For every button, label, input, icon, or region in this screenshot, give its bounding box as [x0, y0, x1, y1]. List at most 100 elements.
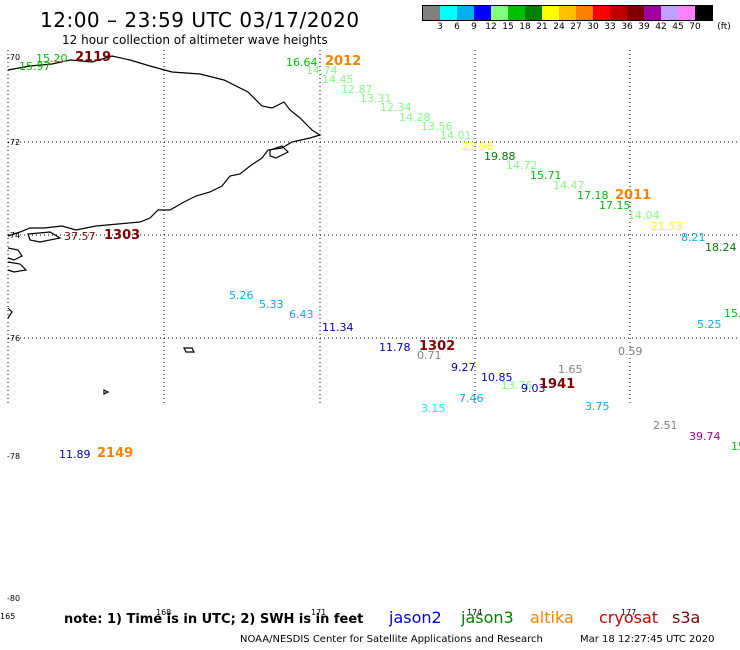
- wave-height-value: 23.96: [462, 140, 494, 153]
- satellite-legend-altika: altika: [530, 608, 574, 627]
- latitude-label: -70: [7, 53, 21, 62]
- colorbar-label: 36: [621, 22, 633, 32]
- longitude-label: 171: [311, 608, 327, 617]
- colorbar-swatch: [542, 6, 559, 20]
- wave-height-value: 14.01: [440, 129, 472, 142]
- page-subtitle: 12 hour collection of altimeter wave hei…: [62, 33, 328, 47]
- pass-time-label: 2119: [75, 50, 112, 65]
- colorbar-swatch: [610, 6, 627, 20]
- wave-height-value: 14.45: [322, 73, 354, 86]
- colorbar-label: 24: [553, 22, 565, 32]
- wave-height-value: 17.15: [599, 199, 631, 212]
- footer-date: Mar 18 12:27:45 UTC 2020: [580, 634, 715, 645]
- colorbar-swatch: [508, 6, 525, 20]
- wave-height-value: 11.89: [59, 448, 91, 461]
- wave-height-value: 9.27: [451, 361, 476, 374]
- colorbar-swatch: [593, 6, 610, 20]
- coastline-mainland: [7, 55, 322, 237]
- wave-height-value: 14.47: [553, 179, 585, 192]
- colorbar-label: 12: [485, 22, 497, 32]
- units-note: note: 1) Time is in UTC; 2) SWH is in fe…: [64, 612, 364, 627]
- colorbar-swatch: [644, 6, 661, 20]
- pass-time-label: 1303: [104, 228, 141, 243]
- colorbar-swatch: [423, 6, 440, 20]
- colorbar-label: 33: [604, 22, 616, 32]
- wave-height-value: 21.53: [651, 220, 683, 233]
- wave-height-value: 15.: [724, 307, 740, 320]
- colorbar-swatch: [474, 6, 491, 20]
- colorbar-label: 15: [502, 22, 514, 32]
- wave-height-value: 15.71: [530, 169, 562, 182]
- wave-height-value: 2.51: [653, 419, 678, 432]
- wave-height-value: 3.75: [585, 400, 610, 413]
- wave-height-colorbar: [422, 5, 713, 21]
- pass-time-label: 2011: [615, 188, 652, 203]
- page-title: 12:00 – 23:59 UTC 03/17/2020: [40, 8, 360, 32]
- wave-height-value: 5.33: [259, 298, 284, 311]
- pass-time-label: 2012: [325, 54, 362, 69]
- wave-height-value: 19.88: [484, 150, 516, 163]
- coastline-west-3: [7, 307, 13, 319]
- wave-height-value: 8.21: [681, 231, 706, 244]
- colorbar-swatch: [661, 6, 678, 20]
- latitude-label: -80: [7, 594, 21, 603]
- latitude-label: -72: [7, 138, 21, 147]
- colorbar-swatch: [525, 6, 542, 20]
- wave-height-value: 11.34: [322, 321, 354, 334]
- wave-height-value: 6.43: [289, 308, 314, 321]
- wave-height-value: 12.87: [341, 83, 373, 96]
- wave-height-value: 5.25: [697, 318, 722, 331]
- colorbar-swatch: [695, 6, 712, 20]
- wave-height-value: 13.31: [360, 92, 392, 105]
- latitude-label: -78: [7, 452, 21, 461]
- colorbar-swatch: [440, 6, 457, 20]
- latitude-label: -76: [7, 334, 21, 343]
- wave-height-value: 15: [731, 440, 740, 453]
- wave-height-value: 1.65: [558, 363, 583, 376]
- island-2: [103, 389, 110, 395]
- wave-height-value: 37.57: [64, 230, 96, 243]
- longitude-label: 168: [156, 608, 172, 617]
- pass-time-label: 1941: [539, 377, 576, 392]
- colorbar-label: 27: [570, 22, 582, 32]
- footer-credit: NOAA/NESDIS Center for Satellite Applica…: [240, 634, 543, 645]
- latitude-label: -74: [7, 231, 21, 240]
- colorbar-swatch: [576, 6, 593, 20]
- wave-height-value: 12.34: [380, 101, 412, 114]
- colorbar-label: 21: [536, 22, 548, 32]
- satellite-legend-jason3: jason3: [461, 608, 514, 627]
- wave-height-value: 15.97: [19, 60, 51, 73]
- coastline: [7, 55, 322, 395]
- wave-height-value: 5.26: [229, 289, 254, 302]
- island-1: [183, 347, 195, 353]
- wave-height-value: 9.03: [521, 382, 546, 395]
- wave-height-value: 39.74: [689, 430, 721, 443]
- longitude-label: 177: [621, 608, 637, 617]
- colorbar-swatch: [559, 6, 576, 20]
- wave-height-value: 11.78: [379, 341, 411, 354]
- colorbar-label: 18: [519, 22, 531, 32]
- longitude-label: 174: [467, 608, 483, 617]
- wave-height-value: 0.59: [618, 345, 643, 358]
- colorbar-label: 45: [672, 22, 684, 32]
- wave-height-value: 14.04: [628, 209, 660, 222]
- colorbar-label: 39: [638, 22, 650, 32]
- colorbar-swatch: [627, 6, 644, 20]
- wave-height-value: 14.72: [506, 159, 538, 172]
- longitude-label: 165: [0, 612, 16, 621]
- colorbar-swatch: [491, 6, 508, 20]
- coastline-west-1: [7, 247, 23, 261]
- wave-height-value: 17.18: [577, 189, 609, 202]
- pass-time-label: 1302: [419, 339, 456, 354]
- wave-height-value: 10.85: [481, 371, 513, 384]
- wave-height-value: 0.71: [417, 349, 442, 362]
- wave-height-value: 13.76: [501, 379, 533, 392]
- satellite-legend-s3a: s3a: [672, 608, 701, 627]
- wave-height-value: 7.46: [459, 392, 484, 405]
- coastline-inlet: [27, 231, 62, 243]
- colorbar-label: 30: [587, 22, 599, 32]
- wave-height-value: 14.28: [399, 111, 431, 124]
- colorbar-swatch: [457, 6, 474, 20]
